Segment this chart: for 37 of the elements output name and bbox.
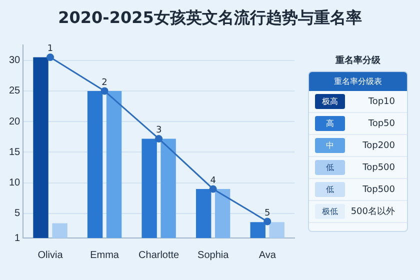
annotation: 5 (264, 208, 270, 218)
x-tick-label: Ava (258, 250, 276, 261)
text: Top10 (367, 96, 396, 106)
annotation: 3 (156, 126, 162, 136)
point (155, 134, 163, 142)
text: Top500 (362, 184, 396, 194)
text: Top500 (362, 162, 396, 172)
y-tick-label: 30 (9, 55, 21, 66)
category-label: 低 (315, 182, 345, 197)
y-tick-label: 1 (14, 232, 21, 244)
x-tick-label: Olivia (38, 250, 64, 261)
category-label: 极高 (315, 94, 345, 109)
point (100, 87, 108, 95)
category-label: 极低 (315, 204, 345, 219)
annotation: 1 (47, 44, 54, 54)
category-label: 低 (315, 160, 345, 175)
category-label: 高 (315, 116, 345, 131)
chart-title: 2020-2025女孩英文名流行趋势与重名率 (57, 8, 363, 29)
text: 重名率分级 (334, 54, 382, 67)
point (264, 218, 272, 226)
y-tick-label: 20 (9, 116, 21, 128)
category-label: 中 (315, 138, 345, 153)
text: 500名以外 (350, 206, 396, 218)
point (46, 54, 54, 62)
x-tick-label: Charlotte (138, 250, 180, 261)
y-tick-label: 15 (9, 146, 21, 158)
y-tick-label: 5 (14, 208, 21, 220)
text: Top200 (362, 140, 396, 150)
point (209, 185, 217, 193)
y-tick-label: 10 (9, 178, 21, 189)
text: 重名率分级表 (309, 72, 407, 91)
annotation: 2 (102, 78, 108, 88)
annotation: 4 (210, 176, 216, 186)
text: Top50 (367, 118, 396, 128)
x-tick-label: Emma (90, 250, 120, 261)
y-tick-label: 25 (9, 86, 21, 97)
x-tick-label: Sophia (198, 250, 230, 261)
